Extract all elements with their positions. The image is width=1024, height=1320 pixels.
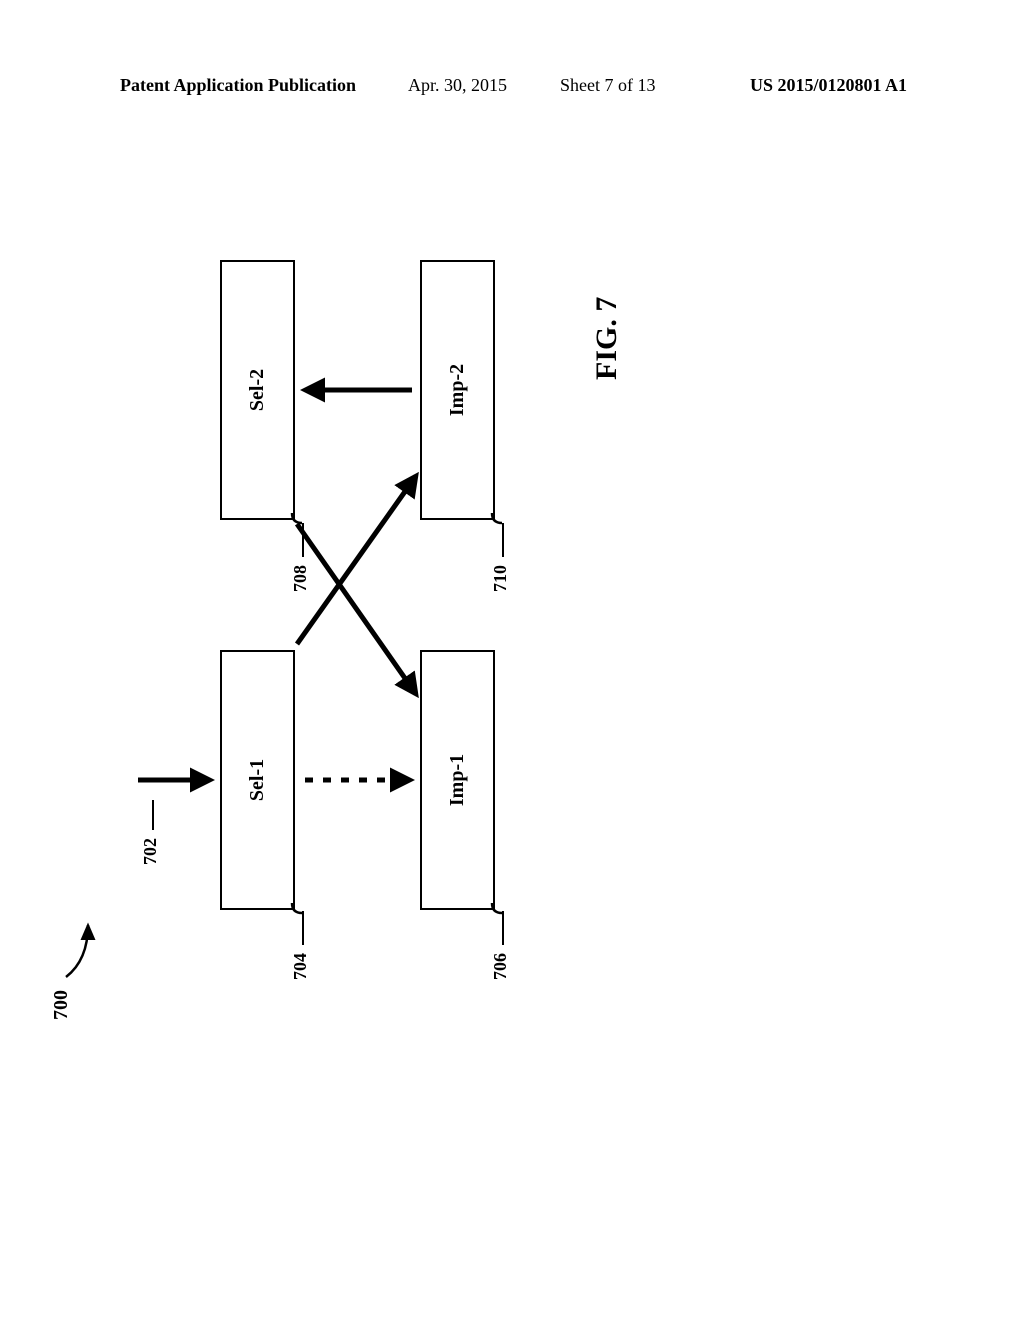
publication-date: Apr. 30, 2015	[408, 75, 507, 96]
publication-number: US 2015/0120801 A1	[750, 75, 907, 96]
figure-caption: FIG. 7	[590, 297, 624, 380]
figure-rotated-group: 700 Sel-1 Imp-1 Sel-2 Imp-2 702 704	[90, 210, 770, 1030]
arrow-sel2-to-imp1	[297, 524, 416, 694]
figure-7: 700 Sel-1 Imp-1 Sel-2 Imp-2 702 704	[90, 200, 934, 1100]
sheet-number: Sheet 7 of 13	[560, 75, 655, 96]
arrows-overlay	[90, 210, 650, 1030]
arrow-sel1-to-imp2	[297, 476, 416, 644]
reference-700: 700	[50, 990, 73, 1020]
publication-type: Patent Application Publication	[120, 75, 356, 96]
